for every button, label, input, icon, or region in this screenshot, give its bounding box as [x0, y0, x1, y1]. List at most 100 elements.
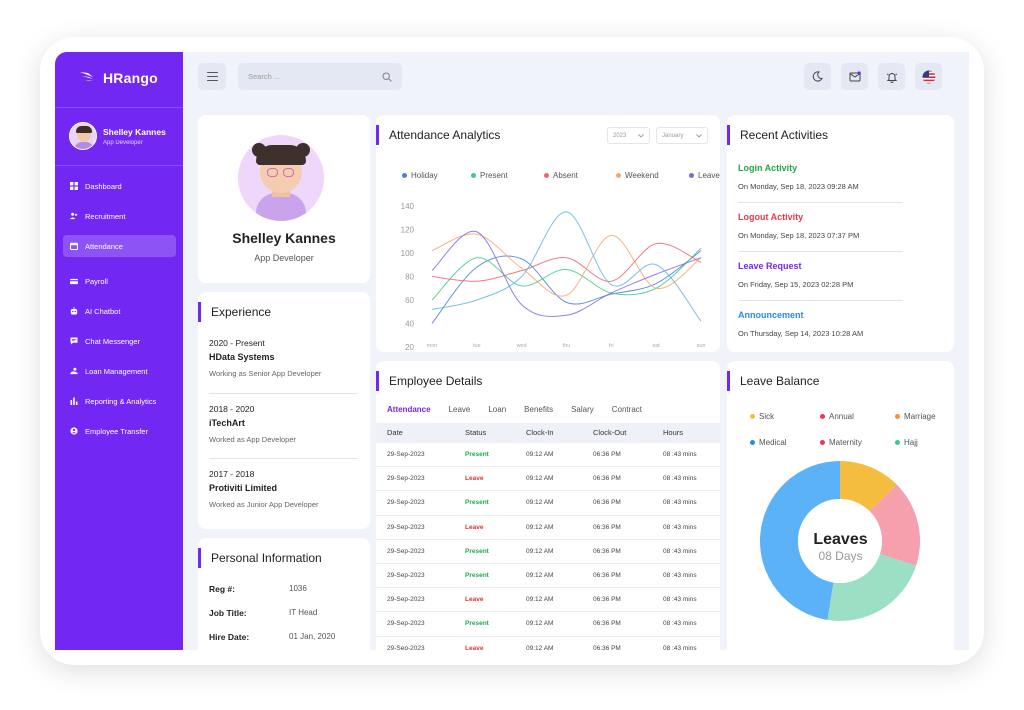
- activity-item[interactable]: Announcement On Thursday, Sep 14, 2023 1…: [738, 310, 903, 338]
- legend-label: Annual: [829, 412, 854, 421]
- legend-holiday[interactable]: Holiday: [402, 171, 438, 180]
- cell-clock-in: 09:12 AM: [526, 499, 554, 507]
- loan-icon: [70, 367, 78, 375]
- legend-leave[interactable]: Leave: [689, 171, 720, 180]
- experience-years: 2020 - Present: [209, 338, 265, 348]
- search-icon[interactable]: [382, 71, 392, 82]
- activity-date: On Friday, Sep 15, 2023 02:28 PM: [738, 280, 854, 289]
- experience-company: iTechArt: [209, 418, 245, 428]
- cell-clock-in: 09:12 AM: [526, 523, 554, 531]
- table-row[interactable]: 29-Sep-2023 Leave 09:12 AM 06:36 PM 08 :43 m…: [376, 467, 720, 492]
- app-logo[interactable]: HRango: [79, 70, 158, 86]
- divider: [209, 393, 357, 394]
- employee-details-card: Employee Details Attendance Leave Loan B…: [376, 361, 720, 650]
- x-tick-label: thu: [563, 343, 571, 349]
- sidebar-item-attendance[interactable]: Attendance: [63, 235, 176, 257]
- table-row[interactable]: 29-Sep-2023 Leave 09:12 AM 06:36 PM 08 :43 m…: [376, 637, 720, 651]
- donut-slice-hajj[interactable]: [827, 553, 917, 621]
- cell-status: Present: [465, 547, 489, 555]
- year-select[interactable]: 2023: [607, 127, 650, 144]
- profile-role: App Developer: [103, 139, 143, 146]
- donut-slice-medical[interactable]: [760, 461, 841, 621]
- notifications-button[interactable]: [878, 63, 905, 90]
- tab-leave[interactable]: Leave: [448, 405, 471, 414]
- table-row[interactable]: 29-Sep-2023 Leave 09:12 AM 06:36 PM 08 :43 m…: [376, 588, 720, 613]
- sidebar-profile[interactable]: Shelley Kannes App Developer: [69, 122, 166, 150]
- cell-date: 29-Sep-2023: [387, 475, 425, 483]
- legend-present[interactable]: Present: [471, 171, 508, 180]
- legend-absent[interactable]: Absent: [544, 171, 578, 180]
- sidebar-item-loan-management[interactable]: Loan Management: [63, 360, 176, 382]
- table-row[interactable]: 29-Sep-2023 Present 09:12 AM 06:36 PM 08 :43…: [376, 443, 720, 468]
- dark-mode-button[interactable]: [804, 63, 831, 90]
- language-button[interactable]: [915, 63, 942, 90]
- cell-clock-out: 06:36 PM: [593, 523, 621, 531]
- experience-role: Worked as App Developer: [209, 435, 296, 444]
- legend-label: Medical: [759, 438, 787, 447]
- donut-slice-annual[interactable]: [869, 484, 920, 566]
- employee-tabs: Attendance Leave Loan Benefits Salary Co…: [387, 405, 660, 414]
- column-header-clock-in[interactable]: Clock-In: [526, 428, 554, 437]
- tab-benefits[interactable]: Benefits: [524, 405, 554, 414]
- table-row[interactable]: 29-Sep-2023 Leave 09:12 AM 06:36 PM 08 :43 m…: [376, 516, 720, 540]
- series-line-absent: [431, 242, 702, 282]
- cell-clock-out: 06:36 PM: [593, 596, 621, 604]
- column-header-status[interactable]: Status: [465, 428, 487, 437]
- month-select[interactable]: January: [656, 127, 708, 144]
- legend-sick[interactable]: Sick: [750, 412, 774, 421]
- series-line-holiday: [431, 250, 702, 324]
- leave-balance-card: Leave Balance Sick Annual Marriage Medic…: [727, 361, 954, 650]
- menu-toggle-button[interactable]: [198, 63, 226, 90]
- attendance-line-chart: 20 40 60 80 100 120 140 mon tue wed thu fri sat sun: [401, 202, 706, 352]
- sidebar-item-dashboard[interactable]: Dashboard: [63, 175, 176, 197]
- table-row[interactable]: 29-Sep-2023 Present 09:12 AM 06:36 PM 08 :43…: [376, 491, 720, 516]
- cell-hours: 08 :43 mins: [663, 620, 697, 628]
- donut-slice-sick[interactable]: [839, 461, 897, 512]
- sidebar-item-label: Payroll: [85, 276, 108, 286]
- sidebar-item-employee-transfer[interactable]: Employee Transfer: [63, 420, 176, 442]
- tab-loan[interactable]: Loan: [488, 405, 507, 414]
- tab-salary[interactable]: Salary: [571, 405, 594, 414]
- legend-maternity[interactable]: Maternity: [820, 438, 862, 447]
- legend-annual[interactable]: Annual: [820, 412, 854, 421]
- search-input[interactable]: [248, 72, 368, 81]
- info-value: 01 Jan, 2020: [289, 632, 336, 641]
- tab-attendance[interactable]: Attendance: [387, 405, 431, 414]
- info-row: Job Title: IT Head: [209, 608, 317, 618]
- legend-medical[interactable]: Medical: [750, 438, 787, 447]
- sidebar-item-ai-chatbot[interactable]: AI Chatbot: [63, 300, 176, 322]
- dashboard-icon: [70, 182, 78, 190]
- sidebar-item-chat-messenger[interactable]: Chat Messenger: [63, 330, 176, 352]
- table-row[interactable]: 29-Sep-2023 Present 09:12 AM 06:36 PM 08 :43…: [376, 564, 720, 589]
- sidebar-item-reporting-analytics[interactable]: Reporting & Analytics: [63, 390, 176, 412]
- donut-center: [798, 499, 882, 583]
- sidebar-item-recruitment[interactable]: Recruitment: [63, 205, 176, 227]
- series-line-extra: [431, 211, 702, 322]
- legend-dot: [895, 440, 900, 445]
- legend-label: Weekend: [625, 171, 659, 180]
- activity-item[interactable]: Login Activity On Monday, Sep 18, 2023 0…: [738, 163, 903, 191]
- tab-contract[interactable]: Contract: [611, 405, 642, 414]
- column-header-clock-out[interactable]: Clock-Out: [593, 428, 627, 437]
- profile-name: Shelley Kannes: [103, 126, 166, 137]
- legend-label: Leave: [698, 171, 720, 180]
- column-header-hours[interactable]: Hours: [663, 428, 684, 437]
- card-title: Leave Balance: [727, 371, 819, 391]
- legend-hajj[interactable]: Hajj: [895, 438, 918, 447]
- cell-date: 29-Sep-2023: [387, 571, 425, 579]
- cell-hours: 08 :43 mins: [663, 596, 697, 604]
- cell-hours: 08 :43 mins: [663, 547, 697, 555]
- table-row[interactable]: 29-Sep-2023 Present 09:12 AM 06:36 PM 08 :43…: [376, 612, 720, 637]
- legend-marriage[interactable]: Marriage: [895, 412, 936, 421]
- cell-status: Present: [465, 499, 489, 507]
- activity-item[interactable]: Leave Request On Friday, Sep 15, 2023 02…: [738, 261, 903, 289]
- column-header-date[interactable]: Date: [387, 428, 403, 437]
- activity-item[interactable]: Logout Activity On Monday, Sep 18, 2023 …: [738, 212, 903, 240]
- sidebar-item-label: Dashboard: [85, 181, 122, 191]
- messages-button[interactable]: [841, 63, 868, 90]
- legend-weekend[interactable]: Weekend: [616, 171, 659, 180]
- sidebar-item-payroll[interactable]: Payroll: [63, 270, 176, 292]
- experience-item: 2020 - Present HData Systems Working as …: [209, 338, 359, 378]
- info-key: Reg #:: [209, 584, 235, 594]
- table-row[interactable]: 29-Sep-2023 Present 09:12 AM 06:36 PM 08 :43…: [376, 540, 720, 564]
